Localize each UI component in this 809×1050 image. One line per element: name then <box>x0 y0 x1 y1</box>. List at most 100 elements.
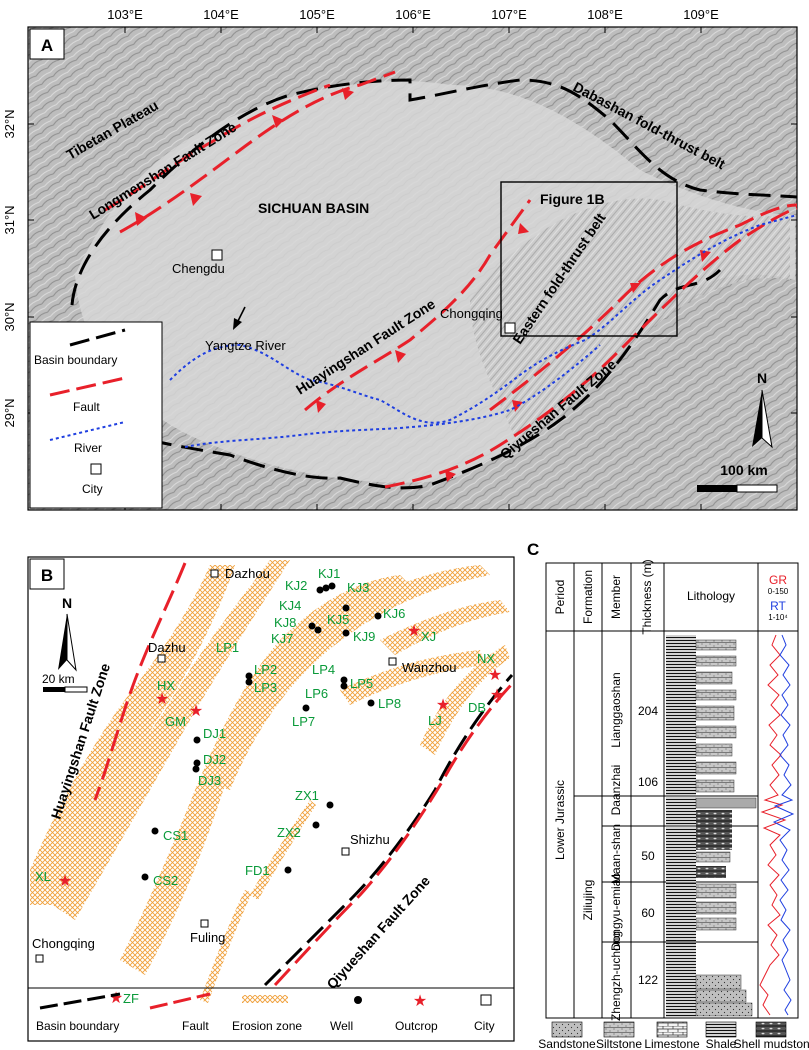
outcrop-gm: GM <box>165 714 186 729</box>
well-kj3: KJ3 <box>347 580 369 595</box>
north-label-b: N <box>62 595 72 611</box>
basin-boundary-north <box>70 78 798 306</box>
thickness-maanshan: 50 <box>641 849 655 863</box>
legend-b-erosion: Erosion zone <box>232 1019 302 1033</box>
sichuan-basin-label: SICHUAN BASIN <box>258 200 369 216</box>
legend-city-swatch <box>90 463 102 475</box>
legend-b-fault-swatch <box>149 992 211 1010</box>
outcrop-hx: HX <box>157 678 175 693</box>
well-dj2: DJ2 <box>203 752 226 767</box>
well-kj7: KJ7 <box>271 631 293 646</box>
well-kj8: KJ8 <box>274 615 296 630</box>
chongqing-label: Chongqing <box>440 306 503 321</box>
fault-tooth-marker <box>190 193 202 206</box>
scale-bar-white <box>64 686 88 693</box>
legend-river: River <box>74 441 102 455</box>
scale-bar-black <box>697 485 737 492</box>
outcrop-star-icon: ★ <box>488 667 502 684</box>
eastern-fold-belt-area <box>470 198 790 450</box>
thickness-dongyuemiao: 60 <box>641 906 655 920</box>
member-daanzhai: Daanzhai <box>609 765 623 816</box>
fault-tooth-marker <box>395 350 406 363</box>
thickness-lianggaoshan: 204 <box>638 704 658 718</box>
well-zx2: ZX2 <box>277 825 301 840</box>
legend-b-fault: Fault <box>182 1019 209 1033</box>
city-marker-chengdu <box>211 249 223 261</box>
fault-tooth-marker <box>630 283 641 293</box>
erosion-zone <box>200 890 252 1003</box>
city-dazhou: Dazhou <box>225 566 270 581</box>
gr-log-curve <box>759 634 787 1016</box>
log-gr-range: 0-150 <box>768 587 789 596</box>
log-rt-label: RT <box>770 599 786 613</box>
outcrop-star-icon: ★ <box>155 691 169 708</box>
legend-basin-boundary: Basin boundary <box>34 353 117 367</box>
lon-tick-label: 106°E <box>395 7 431 22</box>
lon-tick-label: 104°E <box>203 7 239 22</box>
city-marker <box>210 569 219 578</box>
figure-1b-label: Figure 1B <box>540 191 605 207</box>
legend-fault: Fault <box>73 400 100 414</box>
fault-tooth-marker <box>342 88 354 100</box>
member-dongyuemiao: Dongyu-emiao <box>609 873 623 951</box>
erosion-zone <box>420 645 510 755</box>
header-member: Member <box>609 575 623 619</box>
legend-city: City <box>82 482 103 496</box>
panel-a-letter: A <box>41 36 53 55</box>
well-lp1: LP1 <box>216 640 239 655</box>
well-lp7: LP7 <box>292 714 315 729</box>
panel-b-letter: B <box>41 566 53 585</box>
city-marker <box>35 954 44 963</box>
lon-tick-label: 103°E <box>107 7 143 22</box>
outcrop-star-icon: ★ <box>189 703 203 720</box>
outcrop-nx: NX <box>477 651 495 666</box>
outcrop-xl: XL <box>35 869 51 884</box>
erosion-zone <box>340 650 485 705</box>
well-lp4: LP4 <box>312 662 335 677</box>
erosion-zone <box>250 800 316 900</box>
scale-bar-white <box>736 484 778 493</box>
longitude-ticks: 103°E 104°E 105°E 106°E 107°E 108°E 109°… <box>107 7 719 510</box>
city-dazhu: Dazhu <box>148 640 186 655</box>
legend-b-outcrop: Outcrop <box>395 1019 438 1033</box>
basin-boundary-south <box>149 268 722 490</box>
lon-tick-label: 107°E <box>491 7 527 22</box>
legend-b-city: City <box>474 1019 495 1033</box>
member-lianggaoshan: Lianggaoshan <box>609 672 623 747</box>
outcrop-star-icon: ★ <box>490 687 504 704</box>
eastern-fault <box>489 203 798 412</box>
panel-a-legend <box>29 321 163 509</box>
scale-bar-black <box>43 687 65 692</box>
legend-b-well-swatch <box>354 996 362 1004</box>
north-arrow-icon <box>752 390 762 447</box>
qiyueshan-fault-b <box>273 682 514 987</box>
city-marker <box>157 654 166 663</box>
outcrop-db: DB <box>468 700 486 715</box>
outcrop-xj: XJ <box>421 629 436 644</box>
north-arrow-icon-right <box>761 389 773 449</box>
fault-tooth-marker <box>700 250 711 262</box>
well-fd1: FD1 <box>245 863 270 878</box>
legend-basin-boundary-swatch <box>69 328 126 347</box>
arrow-head-icon <box>233 318 242 330</box>
legend-b-city-swatch <box>480 994 492 1006</box>
legend-fault-swatch <box>49 376 126 397</box>
lat-tick-label: 31°N <box>2 205 17 234</box>
city-marker <box>200 919 209 928</box>
well-cs1: CS1 <box>163 828 188 843</box>
erosion-zone <box>30 565 235 905</box>
well-lp6: LP6 <box>305 686 328 701</box>
wells: KJ1 KJ2 KJ3 KJ4 KJ5 KJ6 KJ8 KJ7 KJ9 LP1 … <box>141 566 405 888</box>
well-kj1: KJ1 <box>318 566 340 581</box>
longmenshan-fault <box>119 70 396 234</box>
huayingshan-fault-b <box>93 562 187 801</box>
city-shizhu: Shizhu <box>350 832 390 847</box>
outcrop-star-icon: ★ <box>436 697 450 714</box>
well-lp5: LP5 <box>350 676 373 691</box>
basin-boundary-b <box>263 674 514 987</box>
erosion-zone <box>120 575 410 975</box>
thickness-zhengzhuchong: 122 <box>638 973 658 987</box>
north-arrow-icon <box>58 614 67 670</box>
lon-tick-label: 105°E <box>299 7 335 22</box>
chengdu-label: Chengdu <box>172 261 225 276</box>
